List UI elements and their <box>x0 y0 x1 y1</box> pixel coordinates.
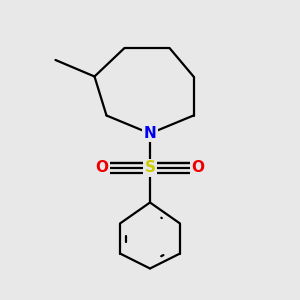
Text: O: O <box>191 160 205 175</box>
Text: S: S <box>145 160 155 175</box>
Text: O: O <box>95 160 109 175</box>
Text: N: N <box>144 126 156 141</box>
